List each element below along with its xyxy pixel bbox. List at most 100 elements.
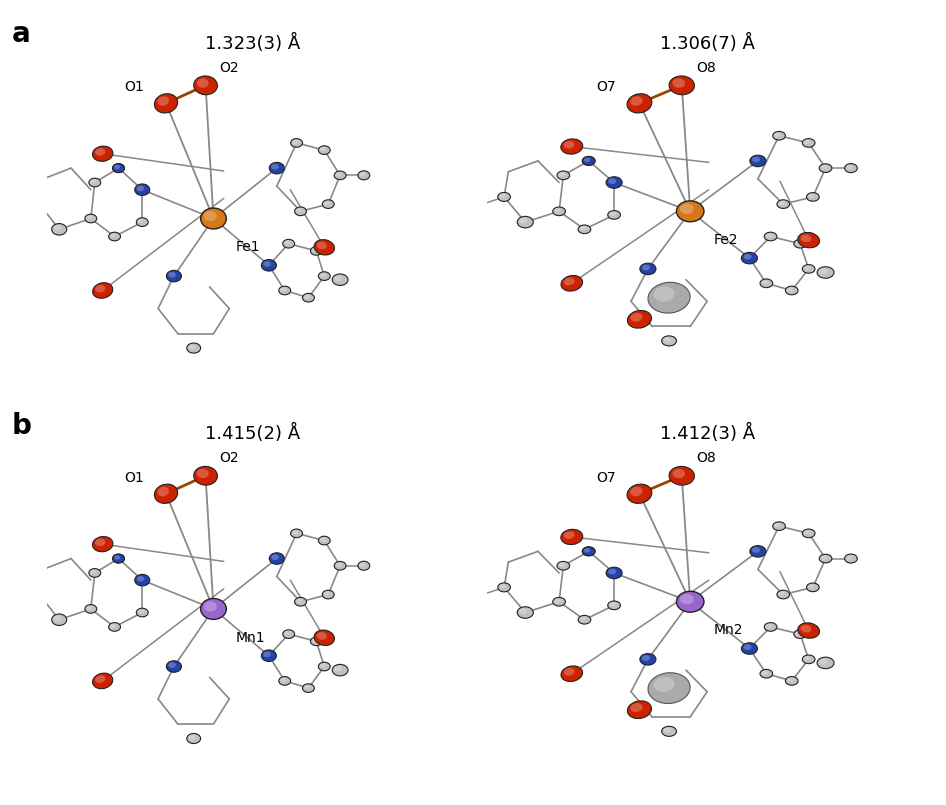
Ellipse shape (33, 590, 45, 599)
Text: 1.415(2) Å: 1.415(2) Å (205, 424, 301, 443)
Ellipse shape (314, 630, 335, 646)
Ellipse shape (138, 609, 144, 613)
Ellipse shape (109, 232, 120, 241)
Ellipse shape (320, 538, 325, 542)
Ellipse shape (797, 233, 819, 248)
Ellipse shape (752, 157, 760, 163)
Ellipse shape (642, 265, 650, 270)
Ellipse shape (760, 670, 773, 678)
Ellipse shape (93, 146, 113, 161)
Ellipse shape (817, 266, 834, 279)
Ellipse shape (166, 661, 182, 672)
Ellipse shape (584, 158, 590, 162)
Ellipse shape (319, 146, 330, 155)
Ellipse shape (320, 273, 325, 277)
Ellipse shape (608, 568, 616, 575)
Ellipse shape (136, 609, 149, 617)
Ellipse shape (663, 728, 671, 733)
Ellipse shape (802, 655, 815, 663)
Ellipse shape (580, 226, 587, 230)
Ellipse shape (334, 171, 346, 180)
Ellipse shape (661, 726, 676, 737)
Ellipse shape (608, 178, 616, 184)
Ellipse shape (498, 192, 511, 201)
Ellipse shape (583, 547, 595, 555)
Ellipse shape (314, 240, 335, 255)
Text: 1.412(3) Å: 1.412(3) Å (659, 424, 755, 443)
Ellipse shape (54, 225, 61, 231)
Ellipse shape (296, 208, 302, 213)
Ellipse shape (808, 584, 815, 588)
Ellipse shape (334, 561, 346, 570)
Ellipse shape (317, 632, 327, 640)
Ellipse shape (114, 165, 120, 169)
Text: O1: O1 (125, 80, 144, 94)
Ellipse shape (114, 555, 120, 559)
Ellipse shape (564, 278, 574, 286)
Ellipse shape (796, 631, 802, 635)
Ellipse shape (654, 677, 674, 692)
Ellipse shape (559, 172, 565, 176)
Ellipse shape (96, 148, 105, 155)
Ellipse shape (323, 200, 334, 208)
Ellipse shape (554, 208, 561, 213)
Ellipse shape (96, 285, 105, 292)
Ellipse shape (157, 487, 169, 497)
Ellipse shape (89, 568, 100, 577)
Ellipse shape (186, 343, 201, 353)
Ellipse shape (358, 171, 370, 180)
Ellipse shape (358, 561, 370, 570)
Ellipse shape (197, 78, 209, 88)
Ellipse shape (317, 242, 327, 250)
Ellipse shape (188, 735, 196, 740)
Ellipse shape (93, 536, 113, 551)
Ellipse shape (204, 211, 217, 221)
Ellipse shape (752, 547, 760, 553)
Ellipse shape (787, 678, 794, 682)
Ellipse shape (847, 555, 852, 559)
Ellipse shape (272, 164, 279, 170)
Text: Fe2: Fe2 (713, 233, 738, 247)
Ellipse shape (35, 591, 41, 596)
Ellipse shape (627, 93, 652, 113)
Ellipse shape (319, 272, 330, 280)
Text: O8: O8 (696, 451, 716, 465)
Ellipse shape (312, 248, 318, 252)
Ellipse shape (564, 531, 574, 539)
Ellipse shape (673, 78, 685, 88)
Ellipse shape (168, 272, 176, 278)
Ellipse shape (154, 93, 178, 113)
Ellipse shape (561, 275, 583, 291)
Ellipse shape (779, 592, 785, 596)
Ellipse shape (517, 217, 534, 228)
Ellipse shape (201, 598, 226, 619)
Ellipse shape (312, 638, 318, 642)
Ellipse shape (607, 601, 621, 609)
Ellipse shape (680, 204, 693, 214)
Ellipse shape (845, 163, 857, 172)
Ellipse shape (134, 184, 149, 196)
Ellipse shape (819, 554, 832, 563)
Ellipse shape (137, 576, 144, 582)
Ellipse shape (609, 602, 616, 606)
Ellipse shape (320, 663, 325, 667)
Ellipse shape (157, 97, 169, 106)
Ellipse shape (279, 676, 290, 685)
Ellipse shape (519, 609, 527, 614)
Ellipse shape (280, 678, 287, 682)
Ellipse shape (804, 656, 811, 660)
Ellipse shape (320, 147, 325, 151)
Ellipse shape (194, 76, 218, 95)
Ellipse shape (800, 234, 812, 242)
Ellipse shape (332, 664, 348, 676)
Ellipse shape (794, 239, 807, 248)
Text: O8: O8 (696, 60, 716, 75)
Ellipse shape (89, 178, 100, 187)
Ellipse shape (294, 597, 307, 606)
Ellipse shape (310, 246, 323, 255)
Ellipse shape (627, 311, 652, 328)
Ellipse shape (334, 275, 342, 281)
Text: Mn1: Mn1 (236, 630, 265, 645)
Ellipse shape (804, 266, 811, 270)
Ellipse shape (766, 624, 772, 628)
